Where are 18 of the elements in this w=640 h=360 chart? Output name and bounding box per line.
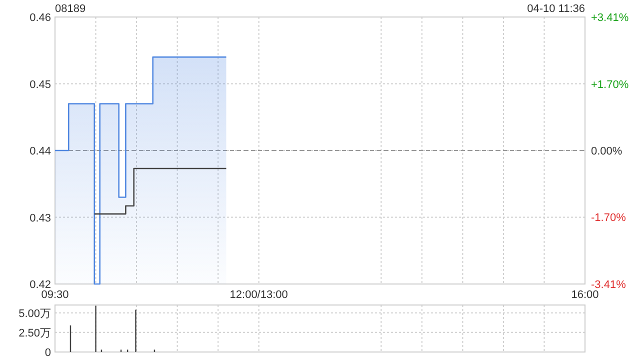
x-tick-label: 16:00 [571, 289, 599, 301]
y2-tick-label: 0.00% [591, 146, 622, 158]
y-tick-label: 0.42 [30, 279, 51, 291]
y2-tick-label: +1.70% [591, 78, 629, 91]
y-tick-label: 2.50万 [18, 327, 51, 340]
y2-tick-label: -3.41% [591, 279, 626, 291]
y-tick-label: 0.43 [30, 212, 51, 224]
text: 04-10 11:36 [527, 3, 585, 15]
y2-tick-label: +3.41% [591, 12, 629, 24]
x-tick-label: 12:00/13:00 [230, 289, 288, 301]
y-tick-label: 0.45 [30, 78, 51, 91]
y-tick-label: 0 [44, 347, 51, 359]
y-tick-label: 5.00万 [18, 308, 51, 320]
y-tick-label: 0.46 [30, 12, 51, 24]
chart-title: 08189 [55, 3, 86, 15]
x-tick-label: 09:30 [41, 289, 69, 301]
y-tick-label: 0.44 [30, 146, 51, 158]
y2-tick-label: -1.70% [591, 212, 626, 224]
